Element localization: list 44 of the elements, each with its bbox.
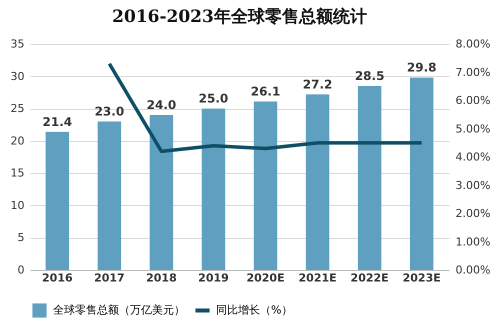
x-tick-label: 2023E (402, 272, 441, 284)
bar (98, 121, 122, 270)
chart-title: 2016-2023年全球零售总额统计 (112, 7, 367, 27)
y2-tick-label: 1.00% (456, 235, 490, 248)
y2-tick-label: 2.00% (456, 207, 490, 220)
y2-tick-label: 4.00% (456, 150, 490, 164)
y-tick-label: 35 (10, 38, 24, 50)
bar (358, 86, 382, 270)
x-tick-label: 2019 (198, 272, 229, 284)
data-label: 29.8 (406, 60, 436, 75)
data-label: 26.1 (250, 84, 280, 98)
x-tick-label: 2022E (350, 272, 389, 284)
data-label: 27.2 (302, 77, 332, 92)
legend-label: 全球零售总额（万亿美元） (53, 304, 185, 316)
y-tick-label: 30 (10, 70, 24, 83)
x-tick-label: 2020E (246, 272, 285, 284)
bar (202, 108, 226, 270)
data-label: 21.4 (42, 114, 72, 129)
y-tick-label: 15 (10, 166, 24, 180)
y2-tick-label: 3.00% (456, 178, 490, 192)
y2-tick-label: 7.00% (456, 66, 490, 79)
y-tick-label: 5 (18, 231, 24, 244)
x-tick-label: 2018 (146, 272, 177, 284)
bar (254, 101, 278, 270)
data-label: 25.0 (198, 92, 228, 106)
data-label: 23.0 (94, 104, 124, 118)
data-label: 24.0 (146, 98, 176, 112)
y-tick-label: 10 (10, 198, 24, 212)
legend-label: 同比增长（%） (216, 304, 292, 316)
y-tick-label: 25 (10, 102, 24, 116)
y2-tick-label: 8.00% (456, 38, 490, 50)
x-tick-label: 2021E (298, 272, 337, 284)
bar (306, 94, 330, 270)
y-tick-label: 0 (18, 264, 24, 276)
x-tick-label: 2016 (42, 272, 73, 284)
y2-tick-label: 6.00% (456, 94, 490, 107)
y2-tick-label: 5.00% (456, 122, 490, 136)
data-label: 28.5 (354, 68, 384, 83)
x-tick-label: 2017 (94, 272, 125, 284)
y-tick-label: 20 (10, 134, 24, 148)
bar (150, 115, 174, 270)
bar (410, 78, 434, 270)
y2-tick-label: 0.00% (456, 264, 490, 276)
bar (46, 132, 70, 270)
